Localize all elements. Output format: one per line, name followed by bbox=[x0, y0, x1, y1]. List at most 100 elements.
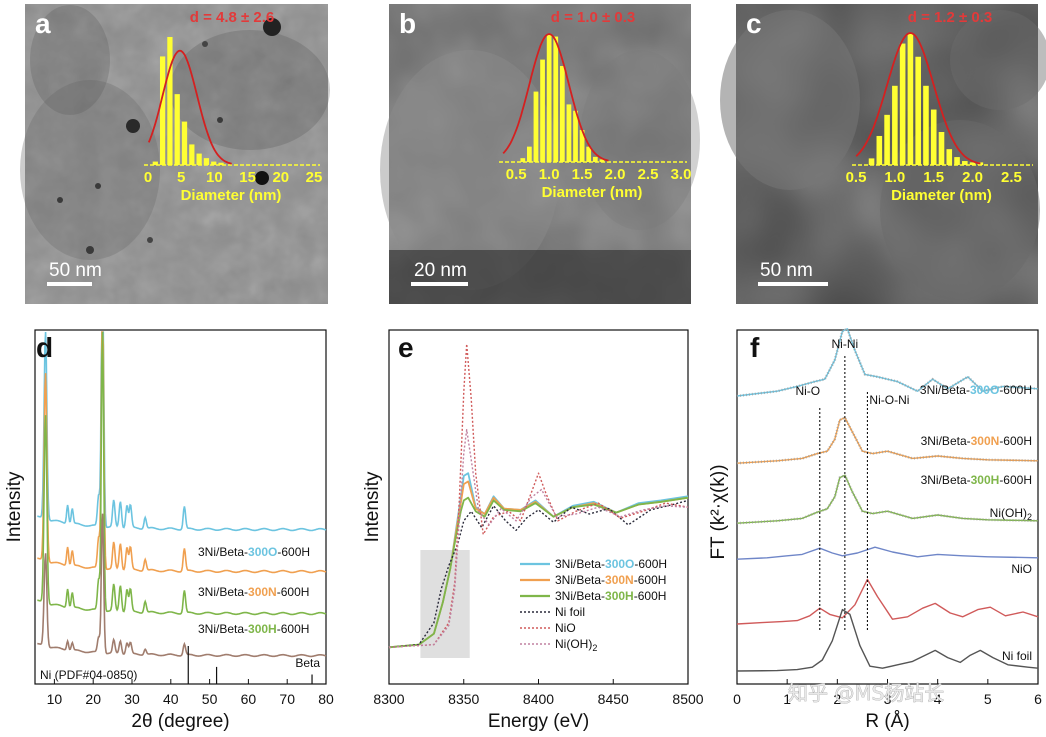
series-label: Ni foil bbox=[1002, 649, 1032, 663]
series-label: 3Ni/Beta-300N-600H bbox=[198, 585, 309, 599]
exafs-curve bbox=[736, 546, 1039, 560]
legend-entry: 3Ni/Beta-300N-600H bbox=[555, 573, 666, 587]
x-tick-label: 1 bbox=[783, 691, 791, 707]
zoom-region-box bbox=[420, 550, 470, 658]
panel-label-e: e bbox=[398, 332, 414, 363]
x-tick-label: 6 bbox=[1034, 691, 1042, 707]
hist-tick-label: 5 bbox=[177, 169, 185, 186]
scalebar-c bbox=[758, 282, 828, 286]
hist-bar bbox=[586, 146, 592, 162]
panel-label-b: b bbox=[399, 8, 416, 39]
series-label: 3Ni/Beta-300O-600H bbox=[920, 383, 1032, 397]
hist-tick-label: 25 bbox=[306, 169, 323, 186]
scalebar-label-b: 20 nm bbox=[414, 260, 467, 281]
y-axis-label: Intensity bbox=[362, 471, 383, 542]
hist-bar bbox=[159, 56, 166, 165]
exafs-curve bbox=[736, 608, 1039, 672]
hist-tick-label: 1.5 bbox=[572, 166, 593, 183]
series-label: Ni(OH)2 bbox=[990, 506, 1032, 522]
legend-entry: Ni foil bbox=[555, 605, 585, 619]
panel-label-c: c bbox=[746, 8, 762, 39]
hist-bar bbox=[546, 34, 552, 162]
hist-tick-label: 0 bbox=[144, 169, 152, 186]
series-label: 3Ni/Beta-300N-600H bbox=[921, 434, 1032, 448]
xanes-plot-e: 8300 8350 8400 8450 8500 Energy (eV) Intensity… bbox=[362, 329, 704, 732]
series-label: Beta bbox=[295, 656, 320, 670]
histogram-c: 0.5 1.0 1.5 2.0 2.5 Diameter (nm) d = 1.2 ± 0.… bbox=[846, 9, 1033, 204]
hist-tick-label: 1.0 bbox=[884, 169, 905, 186]
y-axis-label: Intensity bbox=[4, 471, 25, 542]
hist-tick-label: 20 bbox=[272, 169, 289, 186]
hist-bar bbox=[566, 104, 572, 162]
hist-bar bbox=[520, 158, 526, 162]
xrd-curve bbox=[37, 331, 327, 574]
x-tick-label: 0 bbox=[733, 691, 741, 707]
legend-entry: 3Ni/Beta-300H-600H bbox=[555, 589, 666, 603]
hist-bar bbox=[540, 59, 545, 162]
hist-bar bbox=[203, 158, 210, 165]
guide-label: Ni-O-Ni bbox=[869, 393, 909, 407]
hist-tick-label: 2.5 bbox=[1001, 169, 1022, 186]
hist-tick-label: 2.0 bbox=[962, 169, 983, 186]
hist-fit-curve bbox=[502, 33, 609, 162]
micrograph-b bbox=[380, 4, 700, 304]
series-label: 3Ni/Beta-300O-600H bbox=[198, 545, 310, 559]
xanes-curve bbox=[388, 343, 689, 648]
x-tick-label: 4 bbox=[934, 691, 942, 707]
x-tick-label: 50 bbox=[202, 691, 218, 707]
panel-label-f: f bbox=[750, 332, 760, 363]
hist-bar bbox=[592, 156, 598, 162]
series-label: 3Ni/Beta-300H-600H bbox=[921, 473, 1032, 487]
xanes-curve bbox=[388, 429, 689, 648]
hist-bar bbox=[962, 161, 968, 165]
legend-entry: Ni(OH)2 bbox=[555, 637, 597, 653]
watermark: 知乎 @MS杨站长 bbox=[788, 681, 944, 705]
xrd-curve bbox=[37, 513, 327, 658]
hist-xlabel: Diameter (nm) bbox=[542, 184, 643, 201]
x-tick-label: 20 bbox=[85, 691, 101, 707]
exafs-plot-f: 0 1 2 3 4 5 6 R (Å) FT (k²·χ(k)) 3Ni/Beta-300O-60… bbox=[708, 326, 1042, 732]
series-label: 3Ni/Beta-300H-600H bbox=[198, 622, 309, 636]
hist-bar bbox=[930, 109, 937, 165]
hist-fit-curve bbox=[855, 32, 981, 165]
hist-bar bbox=[868, 158, 875, 165]
scalebar-label-a: 50 nm bbox=[49, 260, 102, 281]
hist-bar bbox=[876, 135, 883, 165]
scalebar-b bbox=[411, 282, 468, 286]
x-tick-label: 80 bbox=[318, 691, 334, 707]
hist-title: d = 1.2 ± 0.3 bbox=[908, 9, 993, 26]
hist-bar bbox=[946, 149, 953, 165]
hist-tick-label: 15 bbox=[239, 169, 256, 186]
hist-xlabel: Diameter (nm) bbox=[891, 187, 992, 204]
micrograph-c bbox=[720, 4, 1046, 304]
hist-bar bbox=[969, 162, 976, 165]
exafs-fit-curve bbox=[736, 326, 1039, 398]
panel-label-a: a bbox=[35, 8, 51, 39]
hist-bar bbox=[579, 130, 585, 162]
hist-bar bbox=[573, 110, 578, 162]
legend-entry: 3Ni/Beta-300O-600H bbox=[555, 557, 667, 571]
exafs-fit-curve bbox=[736, 473, 1039, 525]
hist-bar bbox=[559, 66, 565, 162]
hist-tick-label: 0.5 bbox=[846, 169, 867, 186]
hist-tick-label: 1.5 bbox=[923, 169, 944, 186]
hist-bar bbox=[218, 162, 224, 165]
hist-bar bbox=[954, 157, 960, 165]
hist-fit-curve bbox=[147, 49, 232, 165]
hist-bar bbox=[892, 85, 898, 165]
hist-bar bbox=[174, 94, 180, 165]
hist-bar bbox=[526, 146, 532, 162]
hist-bar bbox=[938, 132, 945, 165]
x-tick-label: 2 bbox=[833, 691, 841, 707]
scalebar-a bbox=[47, 282, 92, 286]
hist-tick-label: 3.0 bbox=[671, 166, 692, 183]
hist-bar bbox=[167, 37, 173, 165]
xrd-curve bbox=[37, 331, 327, 532]
x-tick-label: 8300 bbox=[373, 691, 404, 707]
x-tick-label: 40 bbox=[163, 691, 179, 707]
hist-tick-label: 1.0 bbox=[539, 166, 560, 183]
series-label: NiO bbox=[1011, 562, 1032, 576]
hist-tick-label: 2.5 bbox=[638, 166, 659, 183]
x-tick-label: 8500 bbox=[672, 691, 703, 707]
